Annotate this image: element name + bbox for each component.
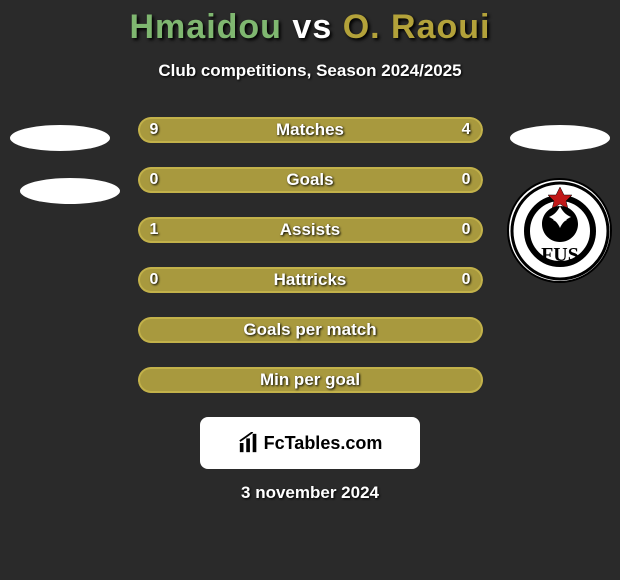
- card-subtitle: Club competitions, Season 2024/2025: [158, 61, 461, 81]
- bar-segment-right: [472, 267, 482, 293]
- bar-segment-left: [138, 367, 483, 393]
- stat-value-left: 1: [150, 221, 159, 239]
- stat-row: Assists10: [138, 217, 483, 243]
- stat-value-left: 0: [150, 271, 159, 289]
- stat-value-left: 0: [150, 171, 159, 189]
- player1-club-ellipse-1: [10, 125, 110, 151]
- bar-segment-right: [472, 167, 482, 193]
- stat-value-right: 0: [462, 221, 471, 239]
- card-date: 3 november 2024: [241, 483, 379, 503]
- card-title: Hmaidou vs O. Raoui: [130, 8, 491, 47]
- club-crest-icon: FUS: [510, 181, 610, 281]
- player2-club-ellipse: [510, 125, 610, 151]
- bar-segment-left: [138, 217, 414, 243]
- stat-row: Goals00: [138, 167, 483, 193]
- player2-club-logo: FUS: [507, 178, 612, 283]
- player1-name: Hmaidou: [130, 8, 282, 46]
- bar-segment-right: [414, 217, 483, 243]
- player1-club-ellipse-2: [20, 178, 120, 204]
- stat-row: Goals per match: [138, 317, 483, 343]
- stat-row: Hattricks00: [138, 267, 483, 293]
- stat-value-right: 4: [462, 121, 471, 139]
- stat-value-right: 0: [462, 171, 471, 189]
- title-vs: vs: [292, 8, 332, 46]
- brand-badge[interactable]: FcTables.com: [200, 417, 420, 469]
- stat-value-left: 9: [150, 121, 159, 139]
- bar-segment-left: [138, 317, 483, 343]
- bar-segment-left: [138, 117, 376, 143]
- stat-row: Matches94: [138, 117, 483, 143]
- chart-icon: [238, 432, 260, 454]
- stat-row: Min per goal: [138, 367, 483, 393]
- club-logo-text: FUS: [541, 244, 579, 266]
- player2-name: O. Raoui: [343, 8, 491, 46]
- brand-text: FcTables.com: [264, 433, 383, 454]
- brand-logo: FcTables.com: [238, 432, 383, 454]
- bar-segment-left: [138, 167, 473, 193]
- stat-value-right: 0: [462, 271, 471, 289]
- bar-segment-left: [138, 267, 473, 293]
